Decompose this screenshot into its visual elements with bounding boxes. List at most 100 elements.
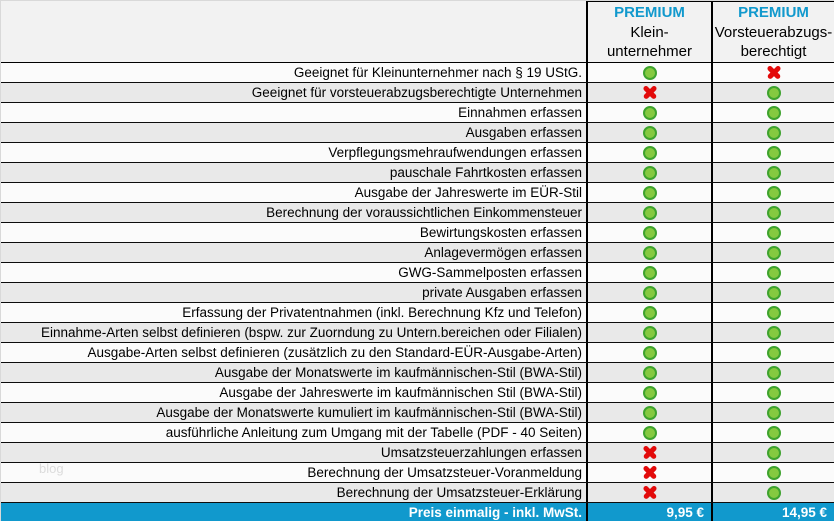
green-dot-icon — [766, 165, 781, 180]
green-dot-icon — [766, 305, 781, 320]
vorsteuerabzugsberechtigt-cell — [711, 83, 834, 102]
vorsteuerabzugsberechtigt-cell — [711, 203, 834, 222]
table-row: Geeignet für Kleinunternehmer nach § 19 … — [1, 63, 834, 83]
kleinunternehmer-cell — [586, 363, 711, 382]
green-dot-icon — [766, 385, 781, 400]
kleinunternehmer-cell — [586, 383, 711, 402]
vorsteuerabzugsberechtigt-cell — [711, 163, 834, 182]
table-row: private Ausgaben erfassen — [1, 283, 834, 303]
green-dot-icon — [766, 465, 781, 480]
table-row: Berechnung der Umsatzsteuer-Erklärung — [1, 483, 834, 503]
feature-label: Berechnung der Umsatzsteuer-Erklärung — [336, 485, 582, 500]
premium-brand-label: PREMIUM — [738, 4, 809, 21]
green-dot-icon — [642, 65, 657, 80]
table-row: Erfassung der Privatentnahmen (inkl. Ber… — [1, 303, 834, 323]
kleinunternehmer-cell — [586, 223, 711, 242]
kleinunternehmer-cell — [586, 103, 711, 122]
column-name-line: unternehmer — [606, 43, 693, 60]
green-dot-icon — [766, 345, 781, 360]
kleinunternehmer-cell — [586, 123, 711, 142]
table-row: Ausgabe der Monatswerte im kaufmännische… — [1, 363, 834, 383]
vorsteuerabzugsberechtigt-cell — [711, 463, 834, 482]
feature-label: Einnahme-Arten selbst definieren (bspw. … — [40, 325, 582, 340]
kleinunternehmer-cell — [586, 83, 711, 102]
green-dot-icon — [642, 125, 657, 140]
price-vorsteuerabzugsberechtigt: 14,95 € — [711, 503, 834, 521]
table-row: Ausgaben erfassen — [1, 123, 834, 143]
green-dot-icon — [766, 405, 781, 420]
feature-label: private Ausgaben erfassen — [422, 285, 582, 300]
table-row: Einnahmen erfassen — [1, 103, 834, 123]
vorsteuerabzugsberechtigt-cell — [711, 143, 834, 162]
kleinunternehmer-cell — [586, 163, 711, 182]
feature-label: ausführliche Anleitung zum Umgang mit de… — [165, 425, 582, 440]
kleinunternehmer-cell — [586, 403, 711, 422]
vorsteuerabzugsberechtigt-cell — [711, 403, 834, 422]
table-row: pauschale Fahrtkosten erfassen — [1, 163, 834, 183]
vorsteuerabzugsberechtigt-cell — [711, 223, 834, 242]
table-row: Ausgabe der Jahreswerte im kaufmännische… — [1, 383, 834, 403]
vorsteuerabzugsberechtigt-cell — [711, 363, 834, 382]
kleinunternehmer-cell — [586, 303, 711, 322]
green-dot-icon — [642, 285, 657, 300]
green-dot-icon — [766, 245, 781, 260]
feature-label: Ausgabe der Monatswerte kumuliert im kau… — [156, 405, 582, 420]
green-dot-icon — [642, 385, 657, 400]
column-header-kleinunternehmer: PREMIUM Klein- unternehmer — [586, 1, 711, 62]
price-kleinunternehmer: 9,95 € — [586, 503, 711, 521]
green-dot-icon — [642, 305, 657, 320]
green-dot-icon — [642, 165, 657, 180]
column-name-line: Vorsteuerabzugs- — [714, 24, 833, 41]
table-row: Ausgabe der Jahreswerte im EÜR-Stil — [1, 183, 834, 203]
table-row: Ausgabe der Monatswerte kumuliert im kau… — [1, 403, 834, 423]
kleinunternehmer-cell — [586, 283, 711, 302]
feature-label: Ausgabe der Monatswerte im kaufmännische… — [214, 365, 582, 380]
vorsteuerabzugsberechtigt-cell — [711, 423, 834, 442]
kleinunternehmer-cell — [586, 143, 711, 162]
feature-label: GWG-Sammelposten erfassen — [398, 265, 582, 280]
kleinunternehmer-cell — [586, 463, 711, 482]
table-row: Berechnung der Umsatzsteuer-Voranmeldung — [1, 463, 834, 483]
green-dot-icon — [766, 325, 781, 340]
feature-label: Erfassung der Privatentnahmen (inkl. Ber… — [182, 305, 582, 320]
feature-label: Berechnung der voraussichtlichen Einkomm… — [266, 205, 582, 220]
vorsteuerabzugsberechtigt-cell — [711, 183, 834, 202]
kleinunternehmer-cell — [586, 323, 711, 342]
vorsteuerabzugsberechtigt-cell — [711, 103, 834, 122]
green-dot-icon — [766, 365, 781, 380]
table-row: GWG-Sammelposten erfassen — [1, 263, 834, 283]
feature-label: Berechnung der Umsatzsteuer-Voranmeldung — [307, 465, 582, 480]
green-dot-icon — [766, 205, 781, 220]
green-dot-icon — [642, 245, 657, 260]
green-dot-icon — [642, 145, 657, 160]
feature-label: Ausgabe der Jahreswerte im kaufmännische… — [219, 385, 582, 400]
table-row: Einnahme-Arten selbst definieren (bspw. … — [1, 323, 834, 343]
feature-label: Geeignet für vorsteuerabzugsberechtigte … — [251, 85, 582, 100]
table-row: Geeignet für vorsteuerabzugsberechtigte … — [1, 83, 834, 103]
vorsteuerabzugsberechtigt-cell — [711, 243, 834, 262]
price-row: Preis einmalig - inkl. MwSt. 9,95 € 14,9… — [1, 503, 834, 521]
vorsteuerabzugsberechtigt-cell — [711, 383, 834, 402]
vorsteuerabzugsberechtigt-cell — [711, 283, 834, 302]
green-dot-icon — [766, 85, 781, 100]
kleinunternehmer-cell — [586, 203, 711, 222]
kleinunternehmer-cell — [586, 183, 711, 202]
green-dot-icon — [766, 145, 781, 160]
red-cross-icon — [642, 85, 658, 100]
vorsteuerabzugsberechtigt-cell — [711, 443, 834, 462]
green-dot-icon — [766, 425, 781, 440]
price-label: Preis einmalig - inkl. MwSt. — [408, 505, 582, 520]
header-empty-cell — [1, 1, 586, 62]
table-header: PREMIUM Klein- unternehmer PREMIUM Vorst… — [1, 1, 834, 63]
green-dot-icon — [766, 105, 781, 120]
green-dot-icon — [642, 365, 657, 380]
vorsteuerabzugsberechtigt-cell — [711, 483, 834, 502]
column-header-vorsteuerabzugsberechtigt: PREMIUM Vorsteuerabzugs- berechtigt — [711, 1, 834, 62]
feature-label: pauschale Fahrtkosten erfassen — [389, 165, 582, 180]
feature-label: Einnahmen erfassen — [458, 105, 582, 120]
table-row: Ausgabe-Arten selbst definieren (zusätzl… — [1, 343, 834, 363]
green-dot-icon — [642, 105, 657, 120]
vorsteuerabzugsberechtigt-cell — [711, 323, 834, 342]
green-dot-icon — [766, 125, 781, 140]
